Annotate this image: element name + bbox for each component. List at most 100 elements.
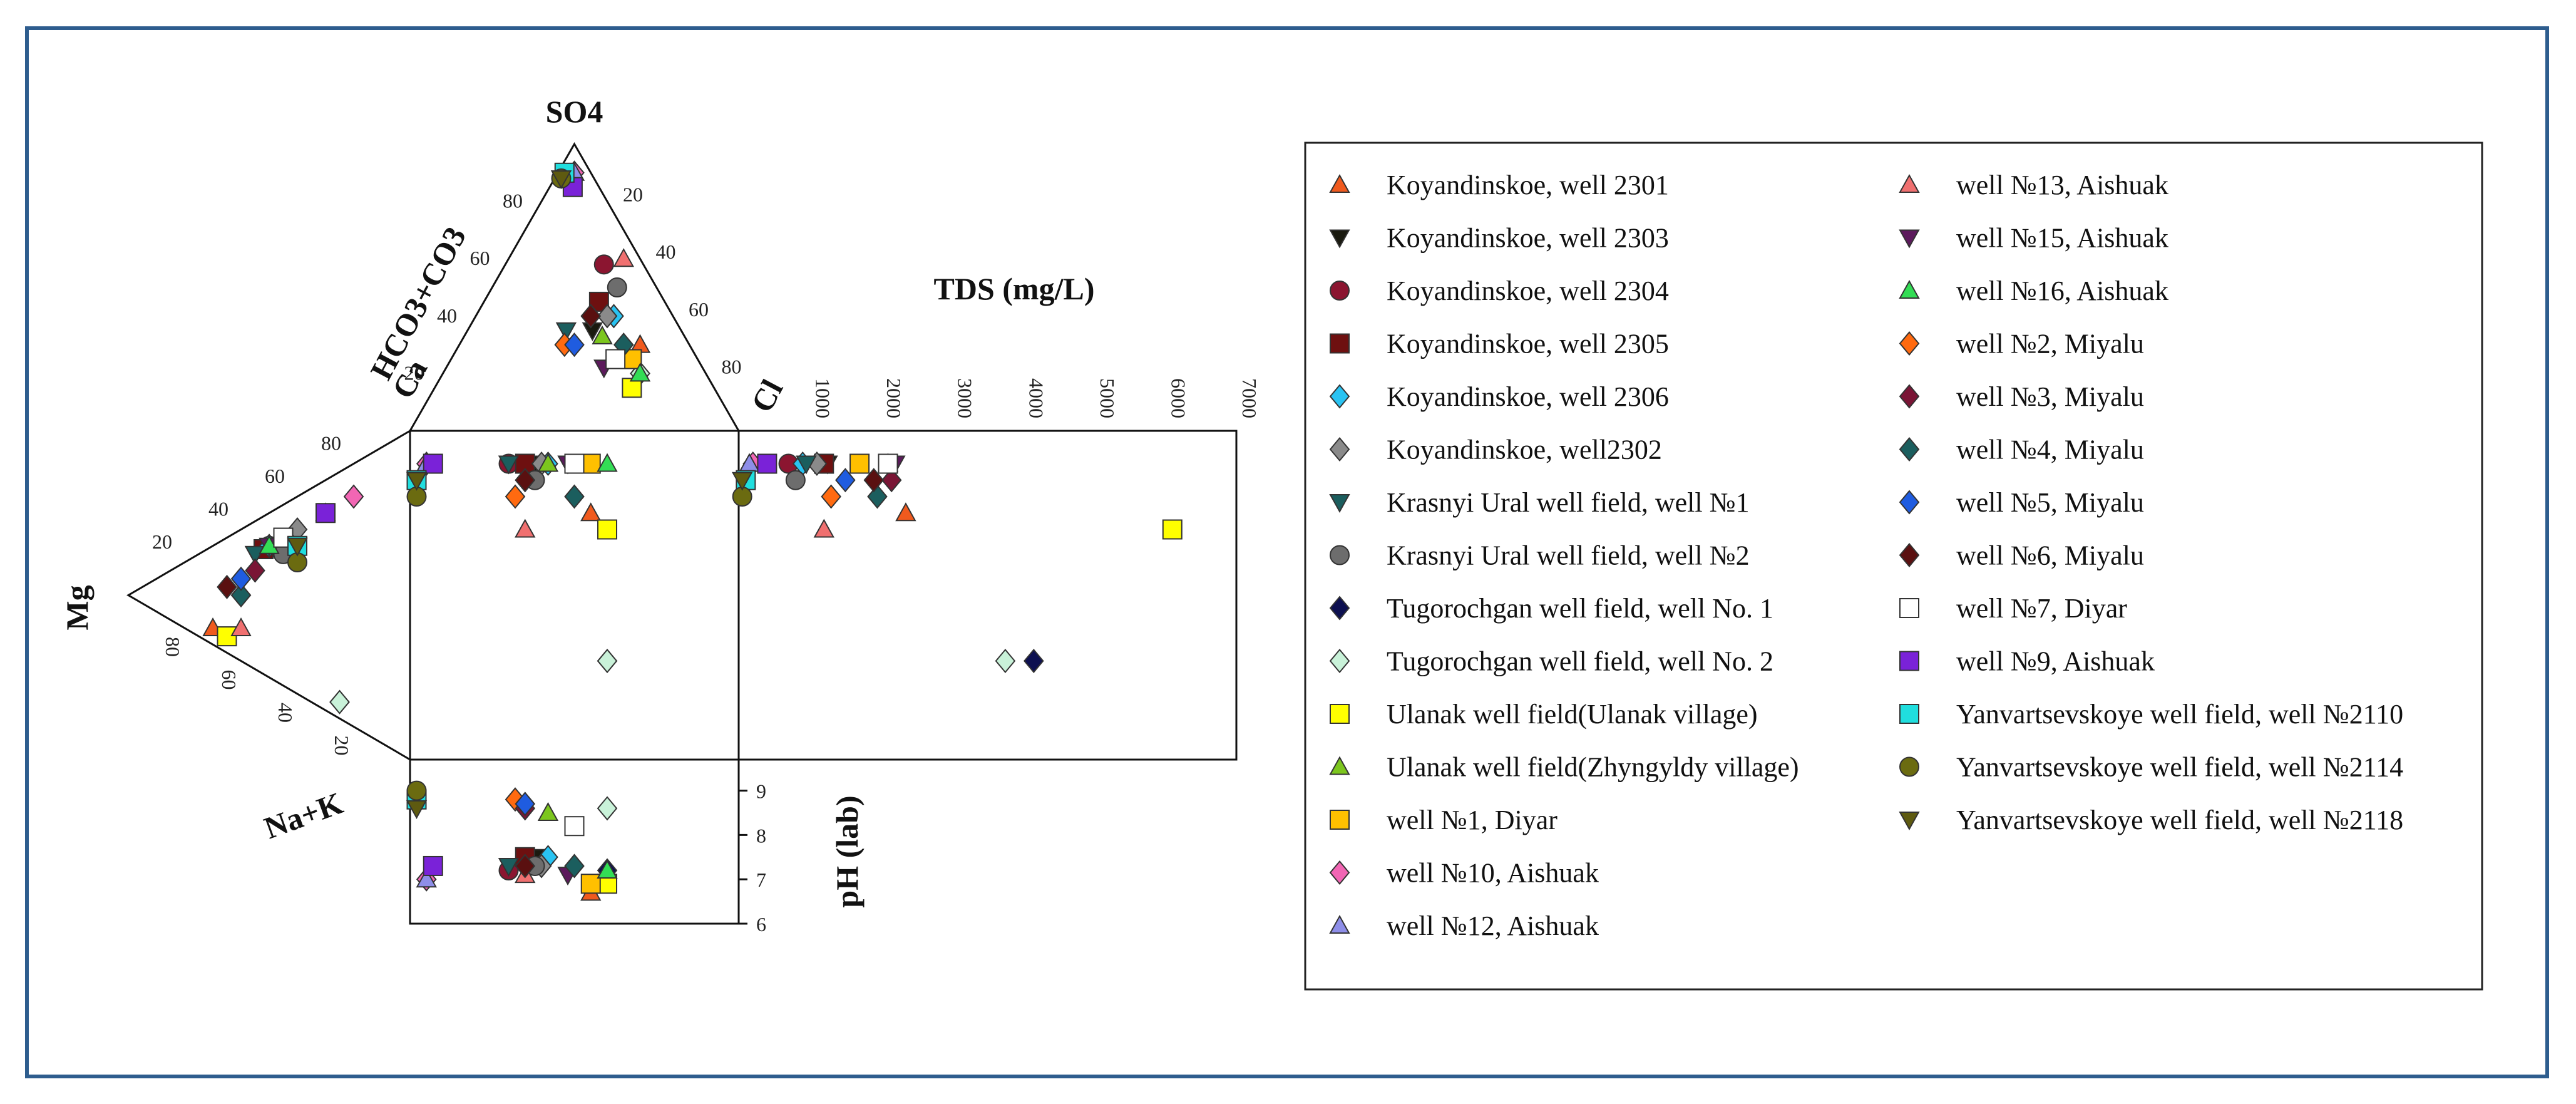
ph-tick: 7 — [756, 869, 766, 891]
ph-point — [515, 854, 536, 879]
na-k-label: Na+K — [260, 785, 347, 846]
tds-point — [835, 468, 856, 493]
legend-marker — [1899, 436, 1920, 462]
cation-upper-tick: 60 — [265, 465, 285, 487]
anion-point — [597, 304, 618, 329]
legend-label: well №12, Aishuak — [1387, 911, 1599, 941]
tds-point — [995, 648, 1016, 674]
legend-label: well №9, Aishuak — [1956, 646, 2155, 677]
square-point — [597, 519, 617, 540]
ph-tick: 6 — [756, 913, 766, 936]
legend-label: Yanvartsevskoye well field, well №2114 — [1956, 752, 2403, 783]
cation-point — [230, 566, 252, 591]
square-point — [537, 453, 559, 472]
legend-marker — [1899, 651, 1919, 671]
cation-point — [230, 582, 252, 608]
legend-label: well №13, Aishuak — [1956, 170, 2168, 200]
legend-marker — [1899, 229, 1920, 249]
anion-right-tick: 60 — [689, 298, 709, 321]
tds-point — [863, 468, 885, 493]
legend-marker — [1329, 384, 1350, 409]
tds-tick: 6000 — [1167, 378, 1189, 418]
cation-point — [244, 545, 266, 565]
legend-marker — [1329, 914, 1350, 934]
ph-point — [597, 859, 618, 879]
tds-point — [881, 468, 902, 493]
legend-label: Koyandinskoe, well 2306 — [1387, 381, 1669, 412]
ph-tick: 8 — [756, 824, 766, 847]
cation-point — [217, 574, 237, 599]
cl-label: Cl — [744, 374, 790, 418]
square-point — [597, 453, 618, 472]
tds-tick: 5000 — [1096, 378, 1119, 418]
legend: Koyandinskoe, well 2301 Koyandinskoe, wel… — [1304, 142, 2483, 991]
anion-left-tick: 60 — [470, 247, 490, 269]
diagram-frame-lines — [126, 142, 1238, 925]
legend-marker — [1899, 384, 1920, 409]
anion-point — [580, 304, 602, 329]
tds-point — [757, 453, 777, 474]
legend-label: Koyandinskoe, well2302 — [1387, 435, 1662, 465]
ph-axis-title: pH (lab) — [829, 795, 865, 907]
legend-marker — [1329, 229, 1350, 249]
square-point — [580, 502, 602, 522]
cation-lower-tick: 60 — [218, 670, 240, 690]
ph-point — [580, 874, 601, 894]
square-point — [564, 453, 585, 474]
legend-label: well №6, Miyalu — [1956, 540, 2144, 571]
legend-marker — [1329, 756, 1350, 775]
anion-point — [564, 333, 585, 358]
cation-point — [287, 537, 308, 557]
anion-point — [555, 322, 577, 341]
legend-label: Ulanak well field(Zhyngyldy village) — [1387, 752, 1799, 783]
legend-label: well №15, Aishuak — [1956, 223, 2168, 254]
legend-label: well №4, Miyalu — [1956, 435, 2144, 465]
cation-point — [245, 558, 265, 583]
legend-marker — [1899, 812, 1920, 831]
legend-marker — [1899, 598, 1919, 618]
cation-upper-tick: 20 — [152, 530, 172, 553]
legend-label: well №3, Miyalu — [1956, 381, 2144, 412]
tds-point — [895, 502, 916, 522]
tds-panel — [737, 430, 1238, 761]
ph-point — [406, 800, 428, 819]
square-point — [597, 648, 618, 674]
anion-left-tick: 40 — [437, 304, 457, 327]
so4-label: SO4 — [546, 94, 603, 129]
legend-marker — [1899, 331, 1920, 356]
legend-box — [1304, 142, 2483, 991]
tds-tick: 7000 — [1238, 378, 1261, 418]
square-point — [580, 453, 601, 474]
cation-lower-tick: 40 — [274, 703, 297, 723]
anion-left-tick: 80 — [503, 190, 523, 212]
tds-point — [821, 484, 841, 509]
legend-label: Tugorochgan well field, well No. 1 — [1387, 593, 1773, 624]
ph-point — [498, 857, 520, 877]
tds-point — [731, 472, 753, 491]
anion-point — [605, 349, 626, 369]
anion-left-tick: 20 — [404, 361, 424, 384]
legend-marker — [1899, 756, 1919, 777]
square-point — [564, 484, 585, 509]
legend-label: Krasnyi Ural well field, well №1 — [1387, 487, 1750, 518]
legend-label: well №10, Aishuak — [1387, 858, 1599, 889]
ph-point — [423, 855, 443, 876]
legend-marker — [1329, 436, 1350, 462]
ph-point — [597, 796, 618, 821]
legend-label: well №1, Diyar — [1387, 805, 1557, 835]
tds-point — [849, 453, 870, 474]
anion-right-tick: 40 — [656, 240, 676, 263]
legend-label: well №2, Miyalu — [1956, 329, 2144, 359]
legend-marker — [1329, 648, 1350, 674]
legend-marker — [1330, 281, 1350, 301]
legend-label: Yanvartsevskoye well field, well №2110 — [1956, 699, 2403, 730]
hco3-co3-label: HCO3+CO3 — [363, 221, 473, 385]
ph-point — [515, 792, 536, 817]
ph-point — [406, 780, 427, 801]
square-point — [406, 472, 428, 491]
legend-label: Koyandinskoe, well 2303 — [1387, 223, 1669, 254]
legend-marker — [1899, 279, 1920, 299]
legend-label: Ulanak well field(Ulanak village) — [1387, 699, 1758, 730]
ph-panel — [409, 758, 740, 925]
legend-label: Koyandinskoe, well 2301 — [1387, 170, 1669, 200]
